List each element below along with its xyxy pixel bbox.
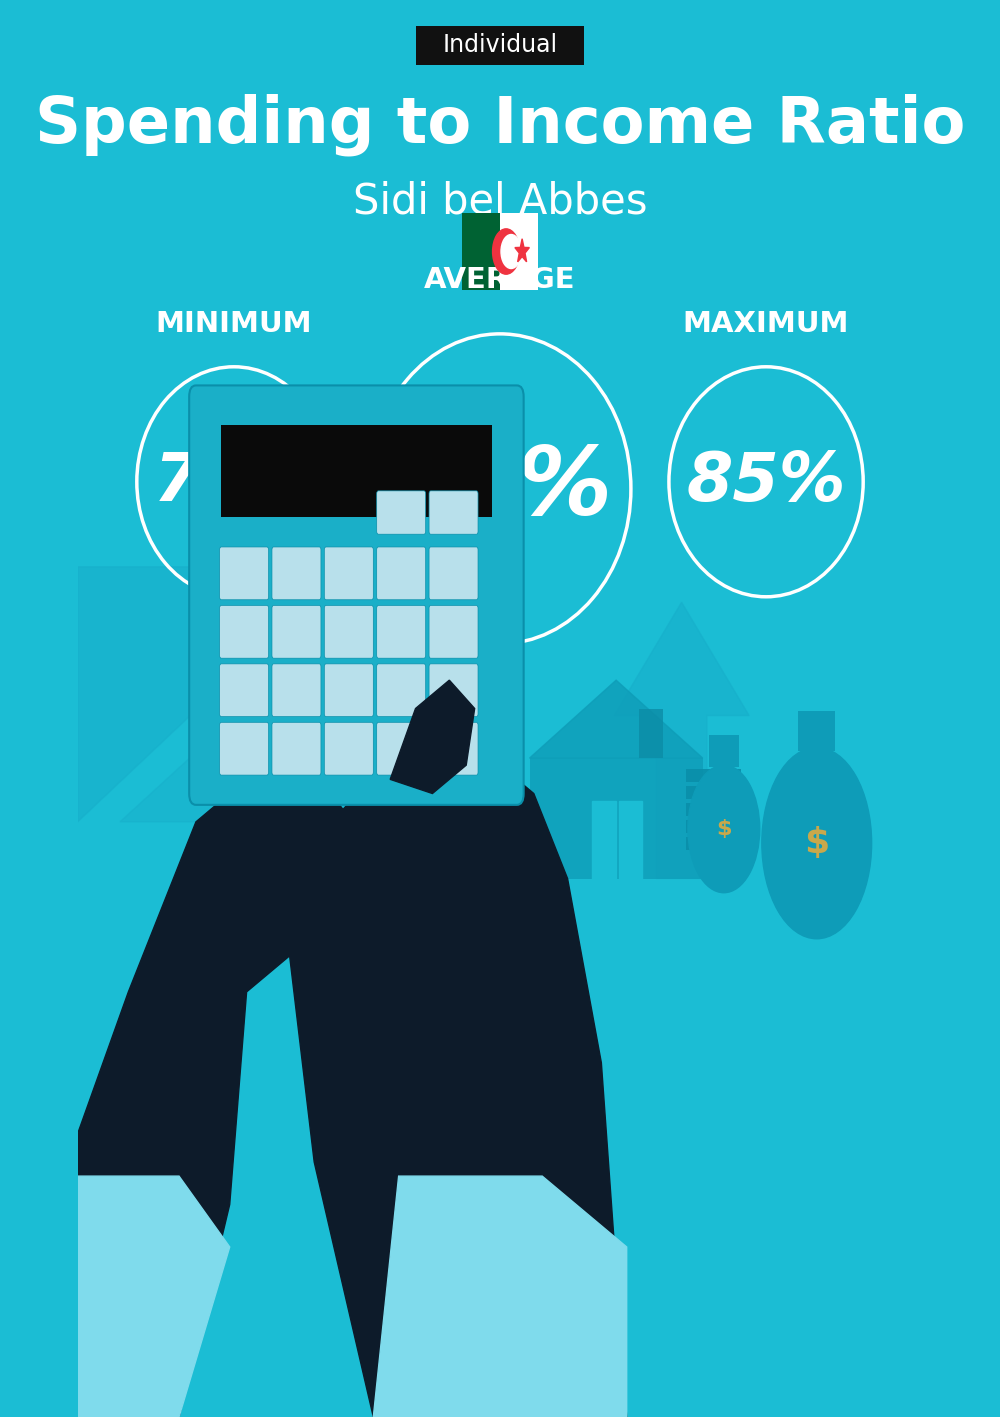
FancyBboxPatch shape: [530, 758, 703, 879]
FancyBboxPatch shape: [220, 723, 269, 775]
FancyBboxPatch shape: [377, 547, 426, 599]
FancyBboxPatch shape: [686, 769, 741, 782]
FancyBboxPatch shape: [324, 663, 373, 717]
FancyBboxPatch shape: [220, 547, 269, 599]
FancyBboxPatch shape: [462, 213, 500, 290]
FancyBboxPatch shape: [429, 490, 478, 534]
Text: Spending to Income Ratio: Spending to Income Ratio: [35, 94, 965, 156]
FancyBboxPatch shape: [592, 801, 616, 879]
FancyBboxPatch shape: [377, 605, 426, 657]
Text: 78%: 78%: [387, 444, 613, 534]
Text: MAXIMUM: MAXIMUM: [683, 310, 849, 339]
Text: 72%: 72%: [154, 449, 314, 514]
Text: Sidi bel Abbes: Sidi bel Abbes: [353, 180, 647, 222]
FancyBboxPatch shape: [686, 837, 741, 850]
FancyBboxPatch shape: [377, 663, 426, 717]
Ellipse shape: [762, 748, 872, 938]
FancyBboxPatch shape: [272, 663, 321, 717]
Polygon shape: [530, 680, 703, 758]
Ellipse shape: [688, 765, 760, 893]
FancyBboxPatch shape: [709, 735, 739, 767]
FancyBboxPatch shape: [639, 708, 663, 758]
Text: AVERAGE: AVERAGE: [424, 266, 576, 293]
FancyBboxPatch shape: [377, 490, 426, 534]
FancyBboxPatch shape: [798, 711, 835, 751]
FancyBboxPatch shape: [686, 786, 741, 799]
FancyBboxPatch shape: [220, 605, 269, 657]
FancyBboxPatch shape: [324, 723, 373, 775]
FancyBboxPatch shape: [429, 605, 478, 657]
FancyBboxPatch shape: [686, 820, 741, 833]
FancyBboxPatch shape: [377, 723, 426, 775]
Polygon shape: [289, 737, 627, 1417]
FancyBboxPatch shape: [220, 663, 269, 717]
FancyBboxPatch shape: [429, 723, 478, 775]
FancyBboxPatch shape: [324, 547, 373, 599]
Circle shape: [501, 235, 521, 269]
FancyBboxPatch shape: [619, 801, 642, 879]
Text: Individual: Individual: [442, 34, 558, 57]
Polygon shape: [78, 765, 373, 1417]
FancyBboxPatch shape: [429, 547, 478, 599]
Polygon shape: [78, 567, 348, 822]
FancyBboxPatch shape: [416, 26, 584, 65]
FancyBboxPatch shape: [272, 723, 321, 775]
Text: $: $: [804, 826, 829, 860]
FancyBboxPatch shape: [686, 803, 741, 816]
Polygon shape: [120, 567, 483, 822]
Text: MINIMUM: MINIMUM: [156, 310, 312, 339]
FancyBboxPatch shape: [500, 213, 538, 290]
Polygon shape: [390, 680, 475, 794]
FancyBboxPatch shape: [324, 605, 373, 657]
Polygon shape: [373, 1176, 627, 1417]
Text: $: $: [716, 819, 732, 839]
Polygon shape: [614, 602, 749, 879]
FancyBboxPatch shape: [189, 385, 524, 805]
Circle shape: [493, 230, 520, 275]
Text: 85%: 85%: [686, 449, 846, 514]
FancyBboxPatch shape: [221, 425, 492, 517]
FancyBboxPatch shape: [429, 663, 478, 717]
FancyBboxPatch shape: [272, 547, 321, 599]
Polygon shape: [78, 1176, 230, 1417]
FancyBboxPatch shape: [272, 605, 321, 657]
Polygon shape: [515, 239, 529, 262]
